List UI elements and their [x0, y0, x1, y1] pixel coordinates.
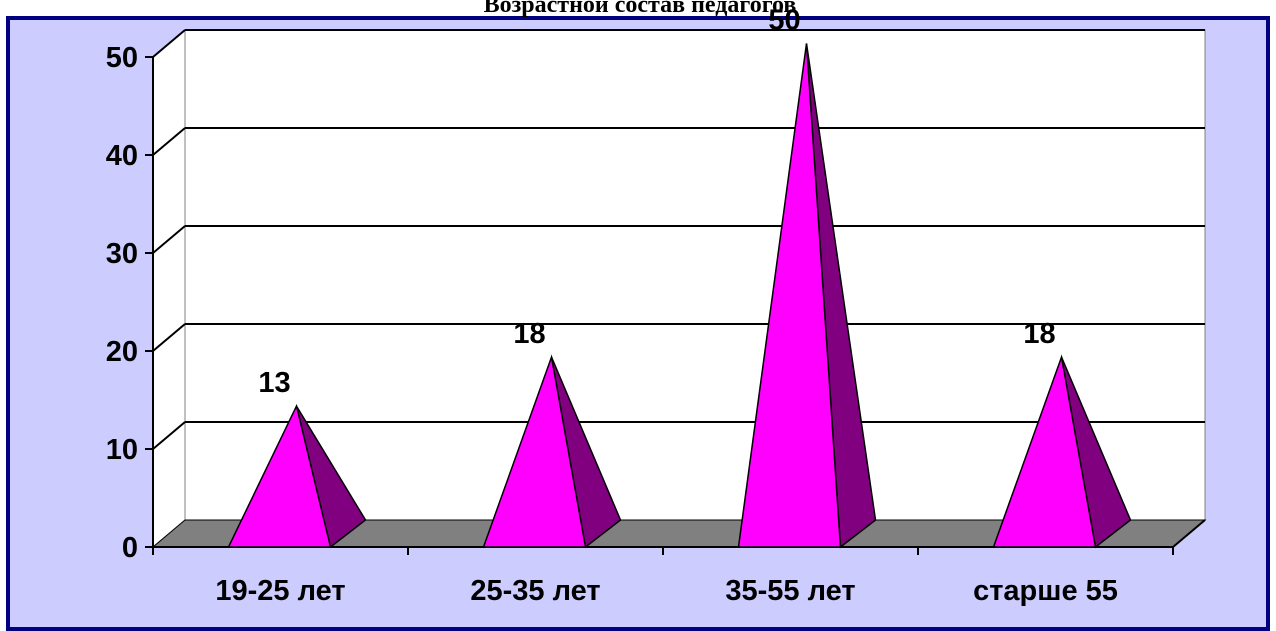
y-tick-label: 30: [106, 238, 138, 270]
pyramid-front: [482, 354, 587, 548]
data-label: 13: [258, 367, 290, 399]
x-tick-label: 35-55 лет: [725, 575, 855, 607]
grid-line: [152, 323, 186, 352]
grid-line: [152, 29, 186, 58]
x-tick-label: 25-35 лет: [470, 575, 600, 607]
grid-line: [152, 127, 186, 156]
floor-edge: [1172, 519, 1206, 548]
y-tick-label: 0: [122, 532, 138, 564]
grid-line: [152, 421, 186, 450]
y-tick-label: 50: [106, 42, 138, 74]
pyramid-front: [992, 354, 1097, 548]
chart-title: Возрастной состав педагогов: [484, 0, 797, 18]
data-label: 18: [513, 318, 545, 350]
data-label: 18: [1023, 318, 1055, 350]
pyramid-front: [227, 403, 332, 548]
y-tick-label: 20: [106, 336, 138, 368]
x-tick-label: 19-25 лет: [215, 575, 345, 607]
x-tick-label: старше 55: [973, 575, 1118, 607]
pyramid-front: [737, 43, 842, 548]
side-wall: [152, 28, 186, 549]
y-tick-label: 40: [106, 140, 138, 172]
y-tick-label: 10: [106, 434, 138, 466]
data-label: 50: [768, 5, 800, 37]
grid-line: [152, 225, 186, 254]
